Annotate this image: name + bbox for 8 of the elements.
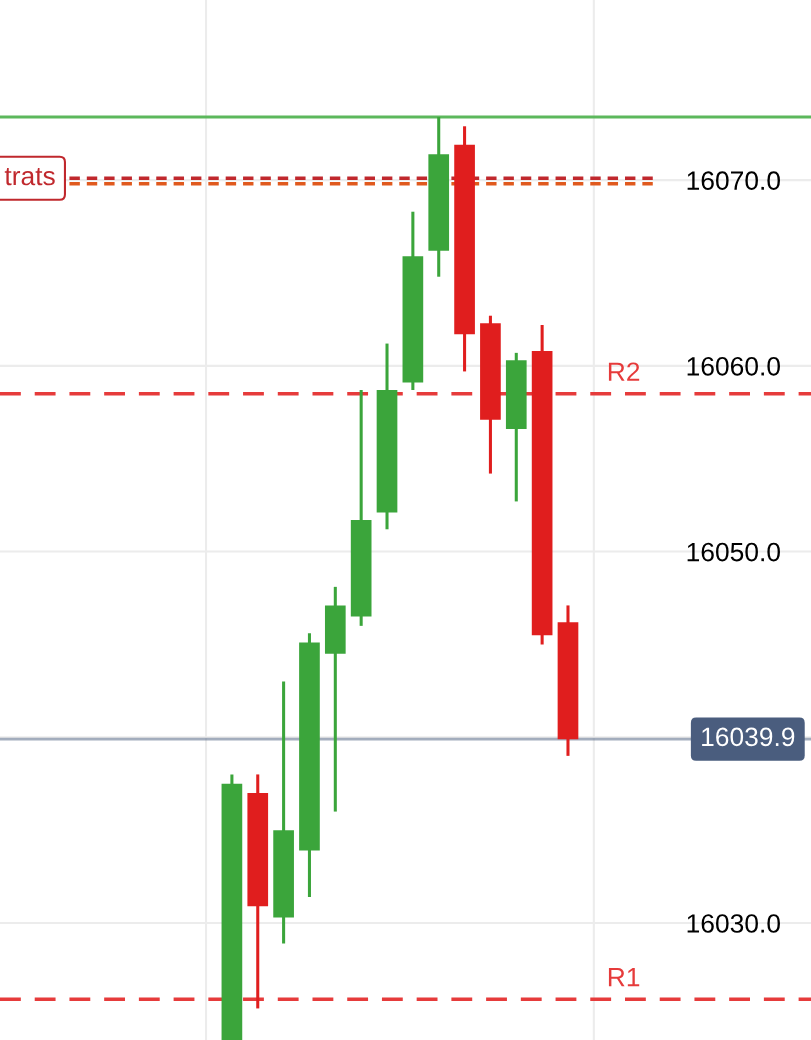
ref-line-label: R1 bbox=[608, 968, 640, 987]
ref-line-label: 16039.9 bbox=[702, 727, 795, 747]
y-tick-label: 16070.0 bbox=[687, 171, 780, 190]
ref-line-label: R2 bbox=[608, 362, 640, 381]
y-tick-label: 16060.0 bbox=[687, 356, 780, 376]
ref-line-label: trats bbox=[4, 168, 55, 186]
y-tick-label: 16050.0 bbox=[687, 542, 780, 562]
y-tick-label: 16030.0 bbox=[687, 914, 780, 933]
